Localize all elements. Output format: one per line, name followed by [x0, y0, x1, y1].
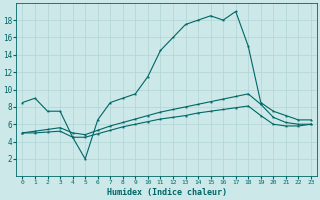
X-axis label: Humidex (Indice chaleur): Humidex (Indice chaleur) [107, 188, 227, 197]
